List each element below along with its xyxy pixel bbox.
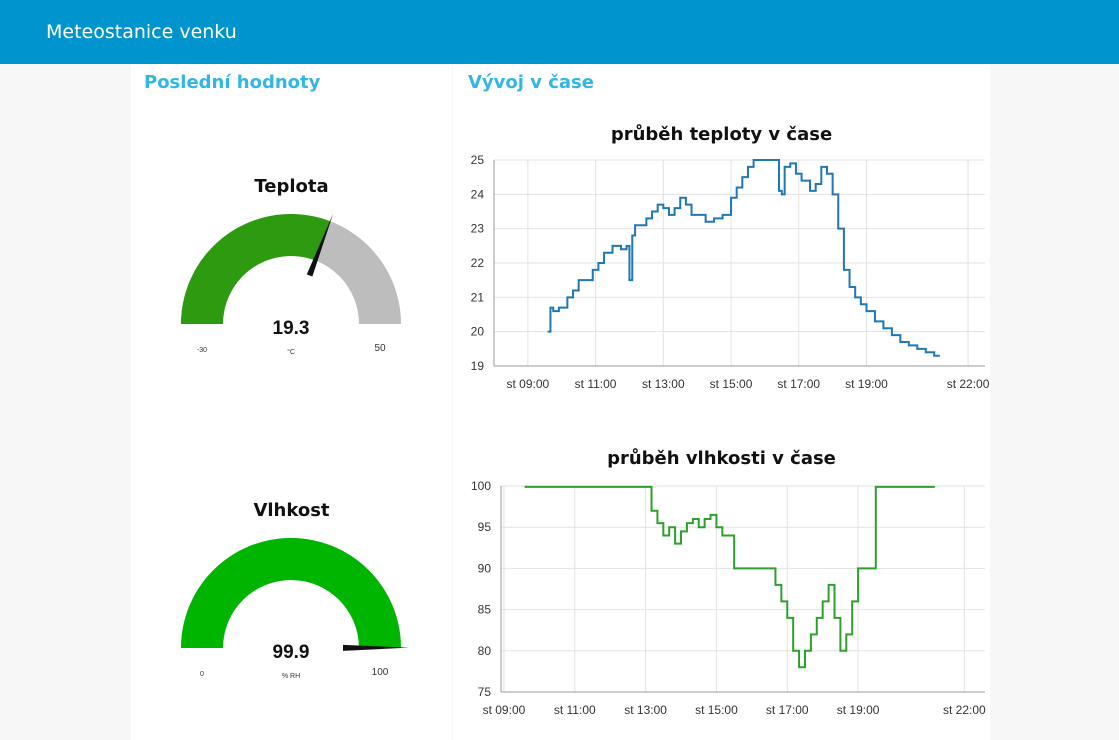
temperature-x-tick-label: st 13:00: [642, 377, 685, 391]
humidity-gauge-needle: [342, 644, 409, 651]
humidity-y-tick-label: 90: [478, 561, 492, 575]
temperature-x-tick-label: st 17:00: [777, 377, 820, 391]
humidity-x-tick-label: st 19:00: [837, 703, 880, 717]
latest-values-panel: Poslední hodnoty Teplota 19.3 °C -30 50 …: [131, 64, 452, 740]
humidity-gauge-unit: % RH: [282, 673, 300, 680]
top-bar: Meteostanice venku: [0, 0, 1119, 64]
humidity-chart-title: průběh vlhkosti v čase: [607, 448, 836, 469]
humidity-y-tick-label: 80: [478, 644, 492, 658]
temperature-x-tick-label: st 09:00: [507, 377, 550, 391]
humidity-x-tick-label: st 15:00: [695, 703, 738, 717]
temperature-gauge-min: -30: [197, 347, 207, 354]
temperature-x-tick-label: st 11:00: [575, 377, 617, 391]
temperature-y-tick-label: 24: [471, 187, 485, 201]
humidity-x-tick-label: st 13:00: [624, 703, 667, 717]
temperature-y-tick-label: 25: [471, 153, 485, 167]
temperature-y-tick-label: 22: [471, 256, 485, 270]
humidity-y-tick-label: 85: [478, 603, 492, 617]
trend-panel: Vývoj v čase průběh teploty v čase 25 24 2…: [453, 64, 990, 740]
humidity-chart: 100 95 90 85 80 75 st 09:00 st 11:00 st 13:00 st …: [471, 479, 986, 717]
app-title: Meteostanice venku: [46, 21, 237, 43]
humidity-gauge-max: 100: [372, 667, 389, 678]
temperature-x-tick-label: st 19:00: [845, 377, 888, 391]
temperature-gauge-needle: [306, 213, 334, 277]
temperature-gauge-max: 50: [374, 343, 386, 354]
humidity-x-tick-label: st 11:00: [554, 703, 596, 717]
temperature-chart: 25 24 23 22 21 20 19 st 09:00 st 11:00 st 13:00 st…: [471, 153, 990, 391]
humidity-gauge-min: 0: [200, 671, 204, 678]
temperature-x-tick-label: st 22:00: [947, 377, 990, 391]
humidity-y-tick-label: 100: [471, 479, 491, 493]
humidity-series-line: [524, 485, 935, 669]
temperature-chart-title: průběh teploty v čase: [610, 124, 833, 145]
latest-values-title: Poslední hodnoty: [144, 72, 321, 93]
humidity-gauge-svg: 99.9 % RH 0 100: [181, 538, 409, 680]
temperature-y-tick-label: 20: [471, 325, 485, 339]
humidity-x-tick-label: st 17:00: [766, 703, 809, 717]
humidity-x-tick-label: st 09:00: [483, 703, 526, 717]
trend-title: Vývoj v čase: [468, 72, 594, 93]
temperature-series-line: [547, 159, 940, 357]
humidity-y-tick-label: 95: [478, 520, 492, 534]
temperature-x-tick-label: st 15:00: [710, 377, 753, 391]
humidity-y-tick-label: 75: [478, 685, 492, 699]
temperature-y-tick-label: 19: [471, 359, 485, 373]
temperature-gauge-fill: [181, 214, 331, 324]
temperature-gauge-unit: °C: [287, 348, 295, 356]
humidity-gauge: Vlhkost 99.9 % RH 0 100: [131, 496, 452, 696]
temperature-gauge-svg: 19.3 °C -30 50: [181, 213, 401, 356]
temperature-y-tick-label: 23: [471, 222, 485, 236]
temperature-y-tick-label: 21: [471, 290, 485, 304]
temperature-gauge-title: Teplota: [254, 176, 329, 197]
temperature-gauge-value: 19.3: [273, 318, 310, 339]
temperature-gauge: Teplota 19.3 °C -30 50: [131, 172, 452, 372]
humidity-gauge-title: Vlhkost: [253, 500, 330, 521]
humidity-x-tick-label: st 22:00: [943, 703, 986, 717]
humidity-gauge-value: 99.9: [273, 642, 310, 663]
humidity-gauge-fill: [181, 538, 401, 648]
